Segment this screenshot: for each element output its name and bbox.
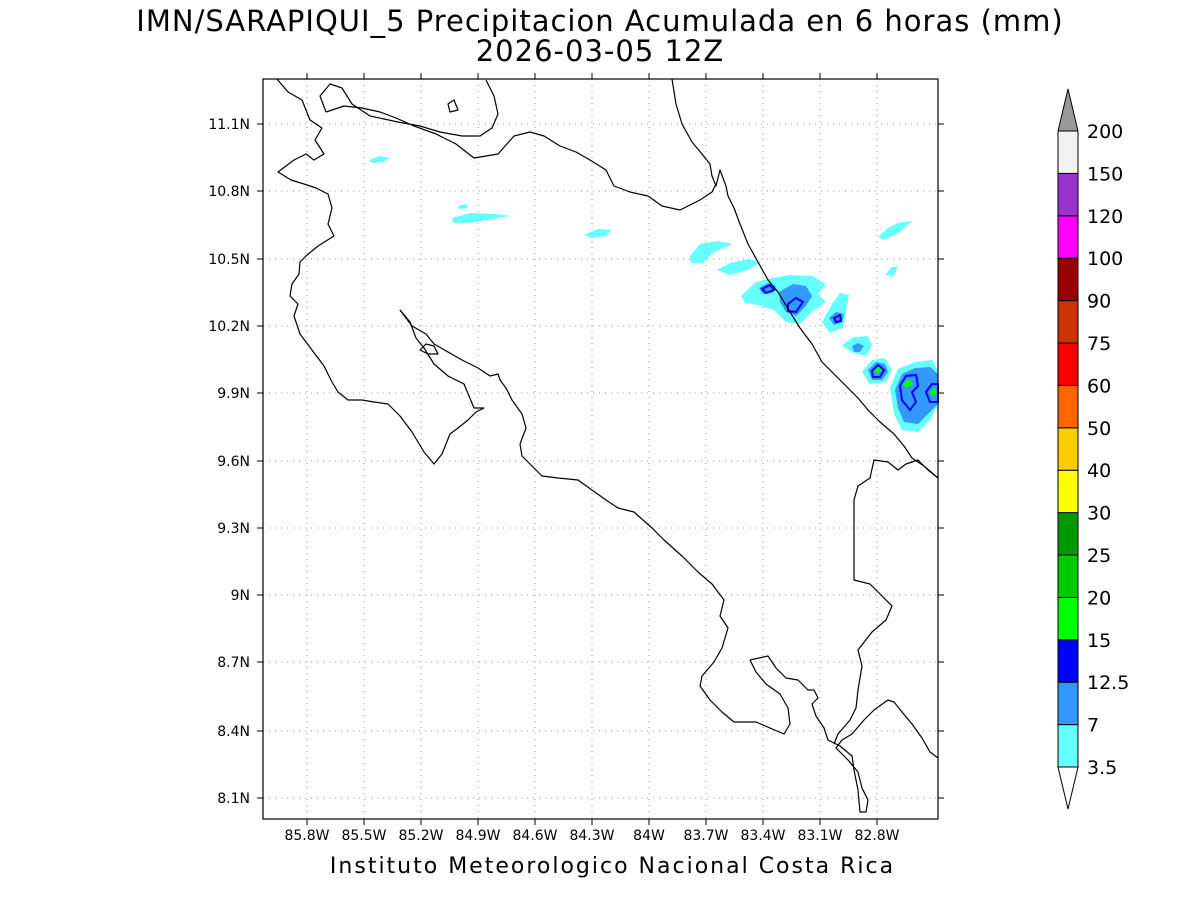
lon-tick-label: 84.3W [569, 828, 614, 844]
rain-patch [690, 241, 733, 263]
credit-footer: Instituto Meteorologico Nacional Costa R… [329, 854, 896, 879]
rain-contour [760, 283, 776, 295]
colorbar-level-label: 40 [1087, 460, 1111, 482]
colorbar-box [1057, 342, 1079, 386]
lat-tick-label: 10.8N [208, 184, 250, 200]
rain-contour [870, 363, 886, 378]
colorbar-level-label: 12.5 [1087, 672, 1129, 694]
colorbar-box [1057, 130, 1079, 174]
colorbar-box [1057, 384, 1079, 429]
lon-tick-label: 85.2W [398, 828, 443, 844]
rain-patch [874, 367, 882, 374]
colorbar-box [1057, 724, 1079, 768]
caribbean-coast [671, 78, 939, 479]
lat-tick-label: 9.6N [217, 454, 250, 470]
colorbar-level-label: 3.5 [1087, 757, 1117, 779]
lat-tick-label: 8.4N [217, 724, 250, 740]
colorbar-box [1057, 512, 1079, 556]
panama-border [833, 459, 939, 745]
lat-tick-label: 11.1N [208, 117, 250, 133]
colorbar-box [1057, 639, 1079, 683]
rain-patch [458, 204, 468, 209]
lat-tick-label: 9N [231, 588, 250, 604]
colorbar: 3.5 7 12.5 15 20 25 30 40 50 60 75 90 100 120 150 200 [1057, 88, 1129, 810]
nicaragua-border [325, 105, 717, 211]
lon-tick-labels: 85.8W 85.5W 85.2W 84.9W 84.6W 84.3W 84W … [284, 828, 899, 844]
colorbar-box [1057, 300, 1079, 344]
colorbar-under-triangle [1057, 766, 1079, 810]
colorbar-level-label: 100 [1087, 248, 1123, 270]
colorbar-level-label: 30 [1087, 503, 1111, 525]
rain-patch [885, 267, 898, 276]
colorbar-level-label: 25 [1087, 545, 1111, 567]
coastlines [276, 78, 939, 813]
lon-tick-label: 85.5W [341, 828, 386, 844]
colorbar-box [1057, 681, 1079, 726]
colorbar-level-label: 120 [1087, 206, 1123, 228]
lake-island [447, 99, 459, 113]
lat-tick-label: 10.2N [208, 319, 250, 335]
lon-tick-label: 83.7W [683, 828, 728, 844]
rain-patch [878, 221, 912, 240]
precipitation-field [369, 156, 939, 432]
rain-contour [832, 313, 843, 324]
colorbar-level-label: 200 [1087, 121, 1123, 143]
colorbar-level-label: 50 [1087, 418, 1111, 440]
map-subtitle: 2026-03-05 12Z [475, 34, 725, 68]
colorbar-box [1057, 554, 1079, 598]
pacific-coast-north [276, 78, 485, 465]
colorbar-over-triangle [1057, 88, 1079, 132]
rain-patch [852, 343, 864, 352]
lon-tick-label: 82.8W [854, 828, 899, 844]
rain-patch [369, 156, 390, 163]
rain-patch [895, 367, 938, 424]
colorbar-box [1057, 172, 1079, 217]
lat-tick-label: 10.5N [208, 252, 250, 268]
colorbar-level-label: 60 [1087, 375, 1111, 397]
map-title: IMN/SARAPIQUI_5 Precipitacion Acumulada … [136, 4, 1064, 38]
lon-tick-label: 83.1W [797, 828, 842, 844]
lon-tick-label: 84.9W [455, 828, 500, 844]
rain-patch [584, 229, 612, 238]
lon-tick-label: 84W [633, 828, 665, 844]
lon-tick-label: 85.8W [284, 828, 329, 844]
axis-ticks [257, 73, 944, 825]
lat-tick-label: 8.7N [217, 655, 250, 671]
lat-tick-label: 9.3N [217, 521, 250, 537]
colorbar-level-label: 20 [1087, 587, 1111, 609]
colorbar-level-label: 75 [1087, 333, 1111, 355]
rain-patch [930, 388, 937, 396]
colorbar-box [1057, 257, 1079, 302]
map-frame [262, 78, 939, 820]
colorbar-level-label: 15 [1087, 630, 1111, 652]
nicoya-island [419, 343, 439, 355]
lon-tick-label: 83.4W [740, 828, 785, 844]
nicaragua-lake-shore [319, 79, 499, 137]
rain-contour [898, 373, 920, 412]
osa-peninsula [749, 655, 939, 813]
lat-tick-labels: 11.1N 10.8N 10.5N 10.2N 9.9N 9.6N 9.3N 9… [208, 117, 250, 807]
lat-tick-label: 9.9N [217, 386, 250, 402]
rain-contour [787, 296, 805, 314]
rain-patch [452, 213, 510, 223]
lat-tick-label: 8.1N [217, 791, 250, 807]
nicoya-gulf [399, 309, 735, 723]
map-grid [263, 79, 938, 819]
colorbar-level-label: 150 [1087, 163, 1123, 185]
colorbar-level-label: 7 [1087, 715, 1099, 737]
colorbar-box [1057, 215, 1079, 259]
golfo-dulce [734, 659, 791, 735]
lon-tick-label: 84.6W [512, 828, 557, 844]
colorbar-box [1057, 596, 1079, 641]
colorbar-box [1057, 427, 1079, 471]
colorbar-box [1057, 469, 1079, 514]
colorbar-level-label: 90 [1087, 291, 1111, 313]
rain-patch [902, 379, 913, 388]
rain-patch [717, 259, 761, 275]
